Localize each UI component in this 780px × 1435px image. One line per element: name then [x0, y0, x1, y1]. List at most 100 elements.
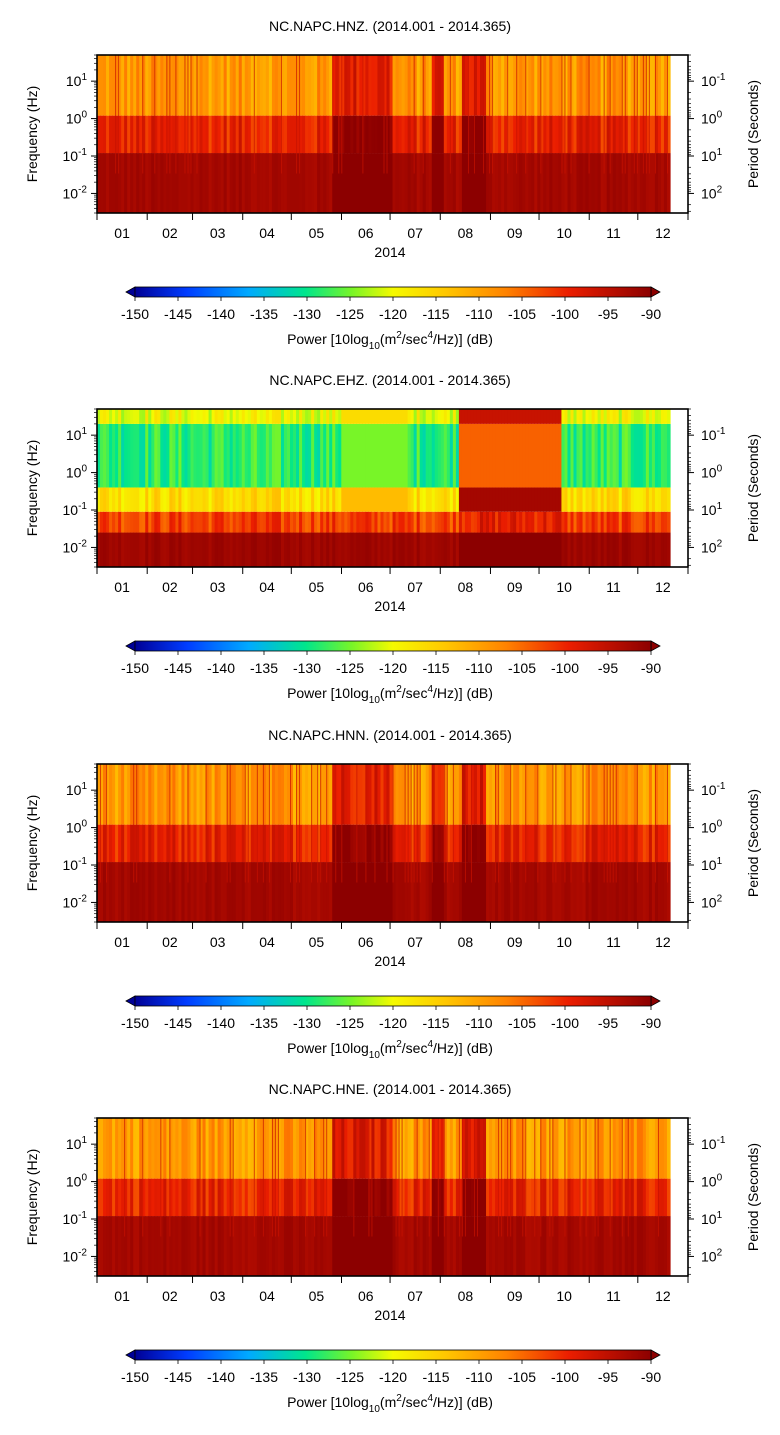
heatmap-cell — [407, 115, 412, 154]
heatmap-cell — [534, 409, 538, 424]
heatmap-cell — [374, 764, 379, 825]
heatmap-cell — [525, 1118, 529, 1179]
heatmap-cell — [326, 1216, 330, 1276]
heatmap-cell — [172, 532, 177, 567]
heatmap-cell — [531, 55, 535, 116]
heatmap-cell — [473, 115, 478, 154]
heatmap-cell — [473, 409, 478, 424]
heatmap-cell — [473, 1118, 478, 1179]
heatmap-cell — [552, 1178, 556, 1217]
heatmap-cell — [223, 862, 228, 922]
heatmap-cell — [609, 1216, 614, 1276]
heatmap-cell — [296, 409, 300, 424]
heatmap-cell — [154, 862, 158, 922]
colorbar-high-arrow — [650, 1349, 661, 1361]
heatmap-cell — [630, 153, 635, 213]
heatmap-cell — [208, 153, 213, 213]
heatmap-cell — [148, 511, 152, 533]
heatmap-cell — [302, 487, 306, 512]
heatmap-cell — [455, 423, 460, 488]
heatmap-cell — [446, 511, 451, 533]
heatmap-cell — [470, 764, 475, 825]
heatmap-cell — [344, 487, 348, 512]
heatmap-cell — [419, 532, 424, 567]
heatmap-streak — [106, 764, 108, 883]
heatmap-cell — [612, 1118, 617, 1179]
heatmap-cell — [160, 824, 164, 863]
heatmap-cell — [277, 764, 282, 825]
heatmap-cell — [160, 115, 164, 154]
heatmap-cell — [166, 409, 170, 424]
heatmap-cell — [633, 115, 638, 154]
heatmap-cell — [220, 423, 225, 488]
heatmap-cell — [431, 532, 436, 567]
heatmap-cell — [573, 409, 578, 424]
heatmap-streak — [326, 764, 328, 883]
colorbar-tick-label: -105 — [508, 660, 536, 676]
heatmap-cell — [154, 532, 158, 567]
heatmap-cell — [654, 423, 659, 488]
heatmap-cell — [308, 511, 312, 533]
heatmap-cell — [504, 487, 508, 512]
heatmap-cell — [217, 409, 222, 424]
heatmap-streak — [115, 55, 117, 174]
heatmap-cell — [178, 55, 183, 116]
heatmap-cell — [244, 409, 249, 424]
heatmap-streak — [311, 764, 313, 883]
heatmap-cell — [398, 532, 403, 567]
heatmap-cell — [199, 511, 204, 533]
heatmap-cell — [489, 115, 493, 154]
heatmap-cell — [618, 1118, 623, 1179]
heatmap-cell — [202, 764, 207, 825]
heatmap-cell — [362, 1178, 367, 1217]
heatmap-cell — [127, 764, 131, 825]
heatmap-cell — [314, 55, 318, 116]
heatmap-cell — [253, 1216, 258, 1276]
colorbar-tick-label: -125 — [336, 306, 364, 322]
heatmap-cell — [268, 115, 273, 154]
heatmap-cell — [100, 55, 104, 116]
x-tick-label: 11 — [606, 1288, 621, 1304]
heatmap-cell — [398, 487, 403, 512]
heatmap-cell — [353, 824, 357, 863]
heatmap-cell — [495, 764, 499, 825]
heatmap-cell — [480, 487, 484, 512]
heatmap-cell — [265, 824, 270, 863]
heatmap-cell — [540, 115, 544, 154]
colorbar-tick-label: -100 — [551, 660, 579, 676]
heatmap-cell — [651, 409, 656, 424]
heatmap-cell — [202, 423, 207, 488]
heatmap-cell — [476, 1118, 481, 1179]
heatmap-cell — [492, 153, 496, 213]
heatmap-cell — [181, 511, 186, 533]
heatmap-cell — [314, 409, 318, 424]
heatmap-cell — [576, 153, 581, 213]
heatmap-cell — [588, 1216, 593, 1276]
heatmap-cell — [178, 1118, 183, 1179]
heatmap-cell — [139, 55, 143, 116]
heatmap-cell — [145, 1216, 149, 1276]
heatmap-streak — [262, 1118, 264, 1237]
heatmap-cell — [244, 1118, 249, 1179]
heatmap-cell — [416, 409, 421, 424]
heatmap-cell — [633, 511, 638, 533]
x-tick-label: 07 — [407, 225, 423, 241]
chart-title: NC.NAPC.HNN. (2014.001 - 2014.365) — [268, 727, 512, 743]
heatmap-cell — [600, 824, 605, 863]
heatmap-cell — [157, 862, 161, 922]
heatmap-cell — [558, 487, 563, 512]
heatmap-cell — [440, 532, 445, 567]
heatmap-cell — [446, 55, 451, 116]
heatmap-streak — [154, 55, 156, 174]
x-tick-label: 04 — [259, 579, 275, 595]
heatmap-cell — [582, 511, 587, 533]
heatmap-cell — [507, 1178, 511, 1217]
heatmap-cells — [97, 55, 671, 213]
heatmap-cell — [546, 423, 550, 488]
heatmap-cell — [425, 409, 430, 424]
heatmap-cell — [534, 862, 538, 922]
heatmap-cell — [293, 824, 297, 863]
heatmap-cell — [118, 423, 122, 488]
heatmap-cell — [507, 1216, 511, 1276]
heatmap-cell — [531, 862, 535, 922]
